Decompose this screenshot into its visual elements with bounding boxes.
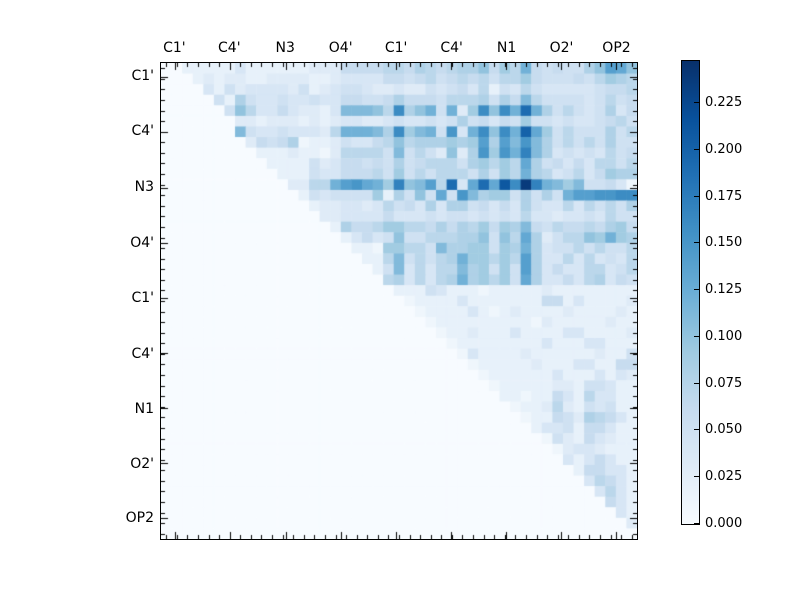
colorbar-tick-label-2: 0.050: [705, 422, 743, 437]
colorbar-tick: [694, 429, 699, 430]
colorbar-tick-label-5: 0.125: [705, 282, 743, 297]
top-axis-label-3: O4': [328, 40, 353, 56]
colorbar-tick-label-7: 0.175: [705, 189, 743, 204]
colorbar-tick: [694, 242, 699, 243]
top-axis-label-0: C1': [163, 40, 186, 56]
colorbar-tick-label-0: 0.000: [705, 516, 743, 531]
colorbar: [681, 60, 700, 525]
top-axis-label-6: N1: [496, 40, 517, 56]
left-axis-label-7: O2': [130, 455, 154, 472]
colorbar-tick-label-4: 0.100: [705, 329, 743, 344]
colorbar-tick: [694, 196, 699, 197]
top-axis-label-1: C4': [218, 40, 241, 56]
left-axis-label-5: C4': [131, 345, 154, 362]
top-axis-label-5: C4': [440, 40, 463, 56]
colorbar-tick-label-6: 0.150: [705, 235, 743, 250]
top-axis-label-7: O2': [549, 40, 574, 56]
colorbar-tick-label-9: 0.225: [705, 95, 743, 110]
left-axis-label-2: N3: [134, 179, 154, 196]
colorbar-tick: [694, 102, 699, 103]
left-axis-label-8: OP2: [125, 510, 154, 527]
left-axis-label-0: C1': [131, 68, 154, 85]
colorbar-tick: [694, 523, 699, 524]
colorbar-tick: [694, 289, 699, 290]
heatmap-canvas: [161, 63, 637, 539]
colorbar-tick-label-1: 0.025: [705, 469, 743, 484]
top-axis-label-8: OP2: [602, 40, 631, 56]
top-axis-label-4: C1': [384, 40, 408, 56]
left-axis-label-4: C1': [131, 290, 154, 307]
top-axis-label-2: N3: [275, 40, 295, 56]
colorbar-tick: [694, 149, 699, 150]
left-axis-label-3: O4': [130, 234, 154, 251]
left-axis-label-6: N1: [134, 400, 154, 417]
colorbar-tick-label-8: 0.200: [705, 142, 743, 157]
heatmap-plot-area: [160, 62, 638, 540]
left-axis-label-1: C4': [131, 123, 154, 140]
colorbar-tick: [694, 476, 699, 477]
colorbar-tick: [694, 383, 699, 384]
colorbar-tick: [694, 336, 699, 337]
colorbar-tick-label-3: 0.075: [705, 376, 743, 391]
